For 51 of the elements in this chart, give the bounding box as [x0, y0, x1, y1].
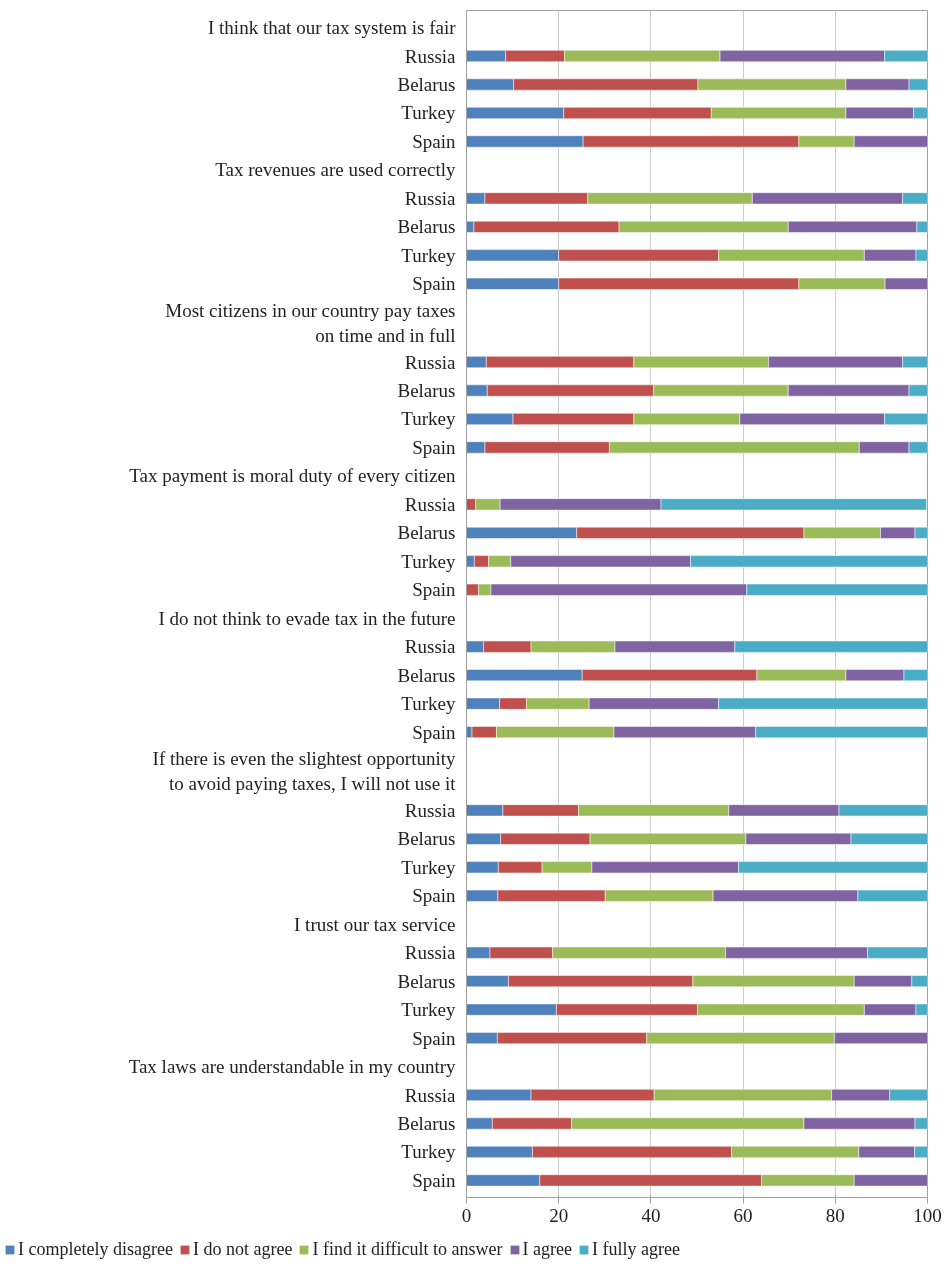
y-tick-label: Belarus — [397, 74, 456, 96]
y-tick-label: Belarus — [397, 216, 456, 238]
y-tick-label: Belarus — [397, 828, 456, 850]
x-tick-label: 0 — [461, 1204, 472, 1226]
y-tick-label: Russia — [404, 45, 457, 67]
y-tick-label: Spain — [412, 130, 456, 152]
y-tick-label: Tax laws are understandable in my country — [128, 1056, 456, 1078]
y-tick-label: Turkey — [401, 693, 456, 715]
x-tick-label: 80 — [825, 1204, 845, 1226]
y-tick-label: Russia — [404, 1084, 457, 1106]
y-tick-label: Spain — [412, 885, 456, 907]
y-tick-label: Turkey — [401, 408, 456, 430]
y-tick-label: Russia — [404, 799, 457, 821]
legend-label: I completely disagree — [18, 1239, 173, 1260]
y-tick-label: Spain — [412, 1027, 456, 1049]
legend-label: I do not agree — [192, 1239, 293, 1260]
y-tick-label: Belarus — [397, 1112, 456, 1134]
legend-label: I fully agree — [592, 1239, 680, 1260]
y-tick-label: I think that our tax system is fair — [208, 17, 457, 39]
y-tick-label: Tax revenues are used correctly — [215, 159, 456, 181]
y-tick-label: Tax payment is moral duty of every citizen — [129, 465, 456, 487]
x-tick-label: 40 — [641, 1204, 661, 1226]
y-tick-label: Spain — [412, 1169, 456, 1191]
y-tick-label: Russia — [404, 351, 457, 373]
y-tick-label: Belarus — [397, 664, 456, 686]
x-tick-label: 100 — [913, 1204, 942, 1226]
y-tick-label: I do not think to evade tax in the future — [158, 607, 456, 629]
y-tick-label: Turkey — [401, 550, 456, 572]
y-tick-label: Russia — [404, 187, 457, 209]
x-tick-label: 60 — [733, 1204, 753, 1226]
y-tick-label: I trust our tax service — [294, 913, 456, 935]
y-tick-label: Russia — [404, 636, 457, 658]
y-tick-label: Spain — [412, 436, 456, 458]
y-tick-label: Turkey — [401, 244, 456, 266]
y-tick-label: Spain — [412, 273, 456, 295]
y-tick-label: Spain — [412, 579, 456, 601]
x-tick-label: 20 — [549, 1204, 569, 1226]
y-tick-label: Turkey — [401, 856, 456, 878]
y-tick-label: Russia — [404, 942, 457, 964]
y-tick-label: Turkey — [401, 102, 456, 124]
y-tick-label: Spain — [412, 721, 456, 743]
y-tick-label: Turkey — [401, 999, 456, 1021]
legend-label: I agree — [522, 1239, 572, 1260]
y-tick-label: Belarus — [397, 522, 456, 544]
y-tick-label: Most citizens in our country pay taxes on time and in full — [165, 299, 456, 347]
y-tick-label: Belarus — [397, 970, 456, 992]
y-tick-label: Belarus — [397, 380, 456, 402]
y-tick-label: Russia — [404, 493, 457, 515]
y-tick-label: Turkey — [401, 1141, 456, 1163]
y-tick-label: If there is even the slightest opportunity to avoid paying taxes, I will not use it — [152, 748, 457, 795]
legend-label: I find it difficult to answer — [312, 1239, 503, 1260]
